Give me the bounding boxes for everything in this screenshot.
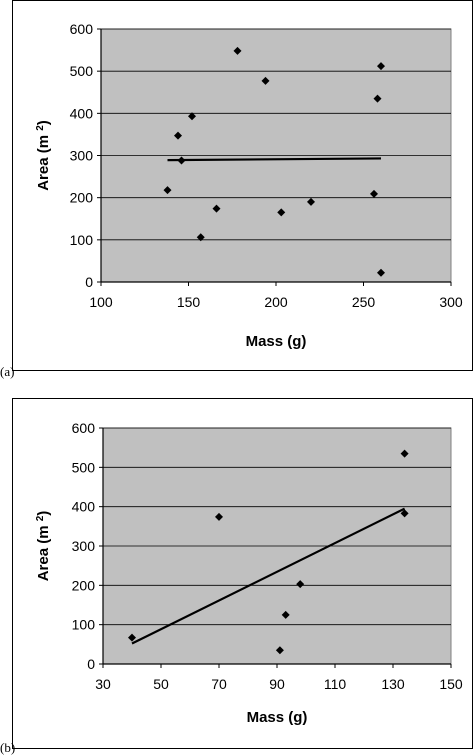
x-tick-label: 150 xyxy=(439,676,463,692)
x-tick-label: 250 xyxy=(352,294,376,310)
y-tick-label: 200 xyxy=(70,190,94,206)
trendline xyxy=(131,507,406,645)
x-tick-label: 130 xyxy=(381,676,405,692)
data-point xyxy=(373,94,382,103)
data-point xyxy=(296,580,305,589)
data-point xyxy=(174,131,182,140)
x-axis-title: Mass (g) xyxy=(246,333,307,350)
y-tick-label: 600 xyxy=(70,21,94,37)
data-point xyxy=(400,449,409,458)
data-point xyxy=(215,512,223,521)
data-point xyxy=(281,610,290,619)
x-axis-title: Mass (g) xyxy=(247,709,308,726)
data-point xyxy=(275,646,284,655)
x-tick-label: 200 xyxy=(264,294,288,310)
x-tick-label: 110 xyxy=(324,676,347,692)
x-tick-label: 150 xyxy=(177,294,201,310)
data-point xyxy=(128,633,136,642)
y-tick-label: 400 xyxy=(70,105,94,121)
x-tick-label: 50 xyxy=(153,676,169,692)
panel-label-b: (b) xyxy=(0,740,16,755)
y-tick-label: 100 xyxy=(70,232,94,248)
data-point xyxy=(188,112,196,121)
y-tick-label: 300 xyxy=(72,538,96,554)
y-axis-title: Area (m 2) xyxy=(35,511,53,582)
y-tick-label: 600 xyxy=(72,420,96,436)
data-point xyxy=(177,156,186,165)
y-axis-title: Area (m 2) xyxy=(35,120,53,191)
data-point xyxy=(163,186,172,195)
y-axis-title-main: Area (m xyxy=(35,521,52,581)
data-point xyxy=(400,509,409,518)
y-tick-label: 200 xyxy=(72,577,96,593)
y-tick-label: 0 xyxy=(85,274,93,290)
x-tick-label: 70 xyxy=(211,676,227,692)
data-point xyxy=(212,204,221,213)
y-axis-title-end: ) xyxy=(35,511,52,516)
x-tick-label: 300 xyxy=(439,294,463,310)
data-point xyxy=(377,62,385,71)
y-axis-title-superscript: 2 xyxy=(35,515,46,521)
x-tick-label: 30 xyxy=(95,676,111,692)
panel-label-a: (a) xyxy=(0,364,15,379)
x-tick-label: 100 xyxy=(89,294,113,310)
y-tick-label: 400 xyxy=(72,499,96,515)
y-tick-label: 0 xyxy=(87,656,95,672)
trendline xyxy=(167,157,382,162)
data-point xyxy=(277,208,286,217)
x-tick-label: 90 xyxy=(269,676,285,692)
y-tick-label: 500 xyxy=(72,459,96,475)
y-tick-label: 500 xyxy=(70,63,94,79)
data-point xyxy=(377,268,385,277)
data-point xyxy=(370,189,378,198)
data-point xyxy=(196,233,205,242)
y-tick-label: 300 xyxy=(70,148,94,164)
y-axis-title-end: ) xyxy=(35,120,52,125)
y-tick-label: 100 xyxy=(72,617,96,633)
data-point xyxy=(233,46,242,55)
y-axis-title-superscript: 2 xyxy=(35,125,46,131)
data-point xyxy=(307,197,315,206)
y-axis-title-main: Area (m xyxy=(35,131,52,191)
data-point xyxy=(261,76,270,85)
